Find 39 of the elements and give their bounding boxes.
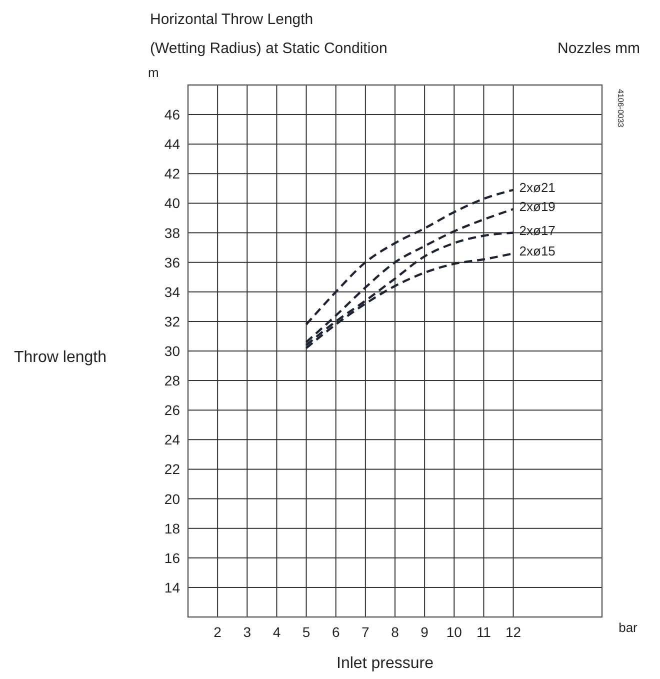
y-tick-label: 44 [164,136,180,152]
x-tick-label: 12 [505,624,522,640]
y-tick-label: 36 [164,254,180,270]
y-tick-label: 34 [164,284,180,300]
y-tick-label: 32 [164,313,180,330]
x-tick-label: 8 [391,624,400,640]
y-axis-title: Throw length [14,349,106,366]
y-tick-label: 18 [164,520,180,536]
y-tick-label: 16 [164,550,180,566]
text: m [148,65,159,80]
legend-title: Nozzles mm [557,40,640,57]
text: 4106-0033 [616,89,625,128]
y-tick-label: 46 [164,106,180,123]
x-tick-label: 6 [332,624,340,640]
series-label: 2xø21 [519,180,556,195]
y-tick-label: 38 [164,224,180,241]
y-tick-label: 30 [164,343,180,359]
x-tick-label: 11 [476,624,492,640]
x-tick-label: 7 [362,624,370,640]
text: bar [618,620,638,635]
series-label: 2xø15 [519,243,556,258]
x-tick-label: 4 [272,624,281,640]
y-tick-label: 14 [164,579,180,596]
y-tick-label: 28 [164,372,180,389]
series-label: 2xø19 [519,199,556,214]
x-tick-label: 9 [420,624,429,640]
chart-subtitle: (Wetting Radius) at Static Condition [150,40,388,57]
chart-title: Horizontal Throw Length [150,11,314,28]
y-tick-label: 22 [164,461,180,478]
x-axis-title: Inlet pressure [336,655,434,672]
x-tick-label: 3 [243,624,252,640]
y-tick-label: 42 [164,166,180,182]
x-tick-label: 5 [302,624,310,640]
x-tick-label: 2 [214,624,222,640]
y-tick-label: 26 [164,402,180,418]
y-tick-label: 20 [164,490,180,507]
x-tick-label: 10 [446,624,462,640]
y-tick-label: 40 [164,195,180,212]
y-tick-label: 24 [164,432,180,448]
